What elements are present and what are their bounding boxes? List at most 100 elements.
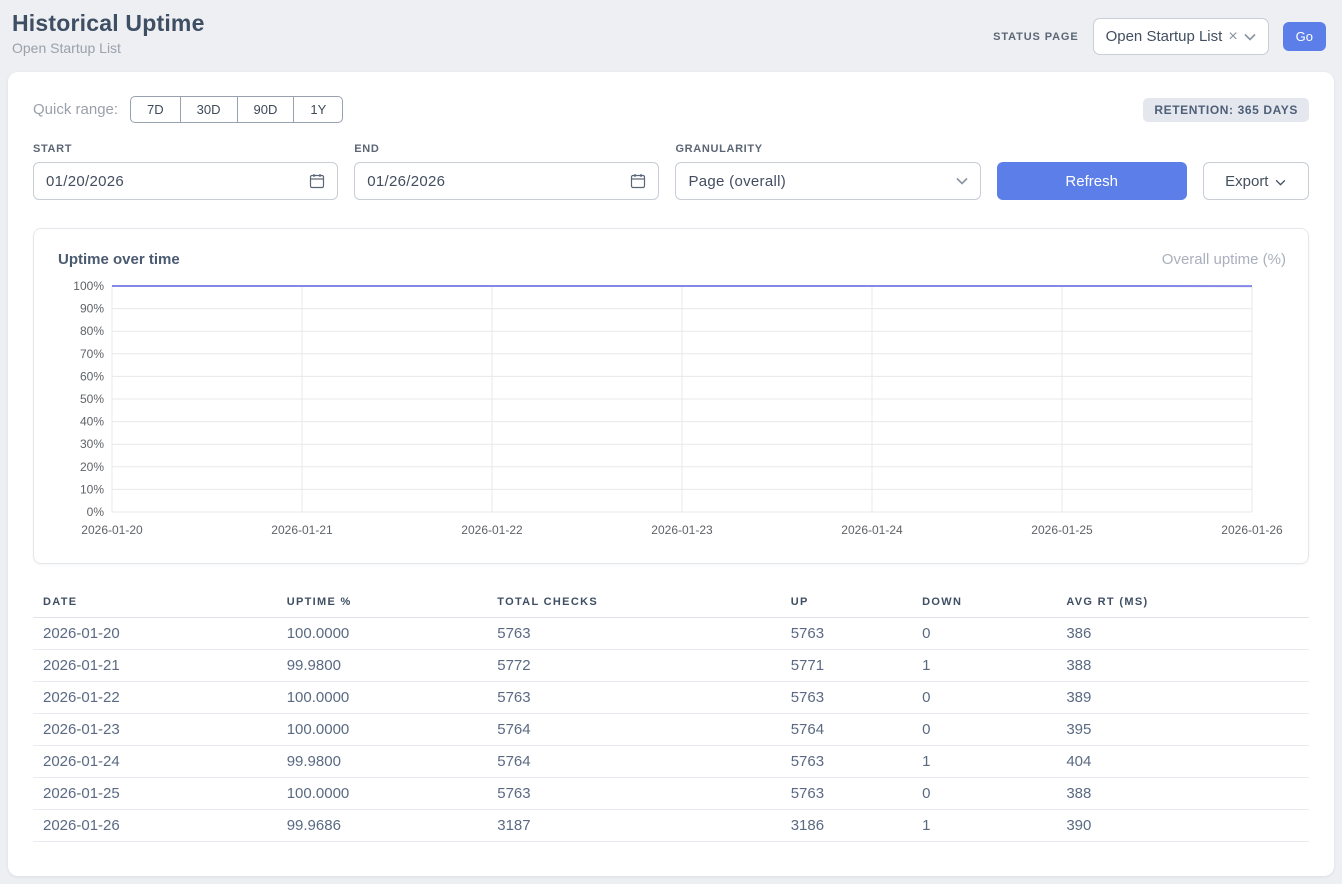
column-header: UPTIME % — [276, 588, 488, 618]
top-bar: Historical Uptime Open Startup List STAT… — [0, 0, 1342, 68]
granularity-selected-value: Page (overall) — [688, 172, 787, 190]
header-row: DATE UPTIME % TOTAL CHECKS UP DOWN AVG RT (MS… — [33, 588, 1309, 618]
chevron-down-icon — [1275, 173, 1286, 190]
title-block: Historical Uptime Open Startup List — [12, 10, 205, 56]
table-cell: 3186 — [780, 809, 913, 842]
status-page-selected-value: Open Startup List — [1105, 28, 1223, 45]
svg-text:2026-01-22: 2026-01-22 — [461, 523, 523, 537]
table-cell: 5763 — [780, 745, 913, 778]
table-cell: 99.9800 — [276, 745, 488, 778]
chevron-down-icon — [956, 177, 968, 185]
uptime-table-body: 2026-01-20 100.0000 5763 5763 0 386 2026-01-21… — [33, 617, 1309, 842]
svg-text:2026-01-21: 2026-01-21 — [271, 523, 333, 537]
table-cell: 5772 — [487, 649, 781, 682]
svg-text:2026-01-23: 2026-01-23 — [651, 523, 713, 537]
table-cell: 5764 — [487, 745, 781, 778]
table-cell: 5763 — [487, 681, 781, 714]
table-cell: 100.0000 — [276, 713, 488, 746]
table-cell: 0 — [912, 681, 1057, 714]
start-label: START — [33, 143, 73, 155]
table-cell: 1 — [912, 809, 1057, 842]
status-page-select[interactable]: Open Startup List × — [1092, 18, 1269, 55]
table-row: 2026-01-25 100.0000 5763 5763 0 388 — [33, 777, 1309, 810]
table-cell: 5763 — [780, 617, 913, 650]
svg-text:50%: 50% — [80, 392, 104, 406]
svg-text:2026-01-24: 2026-01-24 — [841, 523, 903, 537]
table-cell: 2026-01-21 — [33, 649, 277, 682]
calendar-icon[interactable] — [309, 173, 325, 189]
calendar-icon[interactable] — [630, 173, 646, 189]
table-cell: 5763 — [780, 681, 913, 714]
table-cell: 0 — [912, 617, 1057, 650]
end-date-input[interactable]: 01/26/2026 — [354, 162, 660, 200]
svg-text:40%: 40% — [80, 415, 104, 429]
granularity-select[interactable]: Page (overall) — [675, 162, 981, 200]
table-cell: 2026-01-26 — [33, 809, 277, 842]
table-row: 2026-01-26 99.9686 3187 3186 1 390 — [33, 809, 1309, 842]
refresh-button[interactable]: Refresh — [996, 162, 1187, 200]
svg-text:0%: 0% — [87, 505, 105, 519]
table-cell: 5764 — [487, 713, 781, 746]
quick-range-90d-button[interactable]: 90D — [236, 96, 295, 123]
table-cell: 100.0000 — [276, 681, 488, 714]
table-row: 2026-01-21 99.9800 5772 5771 1 388 — [33, 649, 1309, 682]
table-cell: 5763 — [487, 617, 781, 650]
quick-range-30d-button[interactable]: 30D — [179, 96, 238, 123]
table-cell: 0 — [912, 777, 1057, 810]
start-date-value: 01/20/2026 — [46, 172, 125, 190]
table-cell: 404 — [1056, 745, 1309, 778]
table-cell: 5763 — [780, 777, 913, 810]
table-cell: 2026-01-25 — [33, 777, 277, 810]
table-cell: 5763 — [487, 777, 781, 810]
start-date-input[interactable]: 01/20/2026 — [33, 162, 339, 200]
end-label: END — [354, 143, 380, 155]
uptime-table: DATE UPTIME % TOTAL CHECKS UP DOWN AVG RT (MS… — [33, 588, 1309, 842]
uptime-line-chart: 0% 10% 20% 30% 40% 50% 60% 70% 80% 90% 100% 2026-01… — [73, 279, 1283, 537]
svg-text:60%: 60% — [80, 369, 104, 383]
chart-title: Uptime over time — [58, 251, 180, 268]
table-cell: 3187 — [487, 809, 781, 842]
quick-range-label: Quick range: — [33, 101, 119, 118]
table-cell: 2026-01-23 — [33, 713, 277, 746]
quick-range-group: 7D 30D 90D 1Y — [130, 96, 344, 123]
column-header: TOTAL CHECKS — [487, 588, 781, 618]
table-row: 2026-01-20 100.0000 5763 5763 0 386 — [33, 617, 1309, 650]
table-cell: 0 — [912, 713, 1057, 746]
svg-text:70%: 70% — [80, 347, 104, 361]
table-cell: 2026-01-24 — [33, 745, 277, 778]
page-title: Historical Uptime — [12, 10, 205, 36]
filters-row: START 01/20/2026 END 01/26/2026 GRANULAR… — [33, 143, 1309, 200]
chevron-down-icon — [1244, 28, 1256, 45]
clear-selection-icon[interactable]: × — [1228, 27, 1238, 45]
table-cell: 5771 — [780, 649, 913, 682]
export-button[interactable]: Export — [1202, 162, 1309, 200]
svg-text:2026-01-20: 2026-01-20 — [81, 523, 143, 537]
status-page-label: STATUS PAGE — [993, 30, 1079, 43]
end-date-field: END 01/26/2026 — [354, 143, 660, 200]
table-cell: 99.9800 — [276, 649, 488, 682]
svg-text:10%: 10% — [80, 482, 104, 496]
column-header: DOWN — [912, 588, 1057, 618]
table-cell: 390 — [1056, 809, 1309, 842]
go-button[interactable]: Go — [1282, 22, 1326, 51]
retention-badge: RETENTION: 365 DAYS — [1143, 97, 1309, 122]
table-cell: 1 — [912, 649, 1057, 682]
table-cell: 395 — [1056, 713, 1309, 746]
quick-range-7d-button[interactable]: 7D — [130, 96, 181, 123]
export-button-label: Export — [1225, 172, 1269, 190]
quick-range-1y-button[interactable]: 1Y — [293, 96, 344, 123]
table-cell: 2026-01-22 — [33, 681, 277, 714]
table-row: 2026-01-23 100.0000 5764 5764 0 395 — [33, 713, 1309, 746]
svg-text:20%: 20% — [80, 460, 104, 474]
svg-text:100%: 100% — [73, 279, 104, 293]
column-header: DATE — [33, 588, 277, 618]
svg-text:30%: 30% — [80, 437, 104, 451]
table-cell: 388 — [1056, 777, 1309, 810]
table-cell: 388 — [1056, 649, 1309, 682]
table-cell: 2026-01-20 — [33, 617, 277, 650]
table-row: 2026-01-22 100.0000 5763 5763 0 389 — [33, 681, 1309, 714]
quick-range-row: Quick range: 7D 30D 90D 1Y RETENTION: 36… — [33, 96, 1309, 123]
table-cell: 99.9686 — [276, 809, 488, 842]
status-page-controls: STATUS PAGE Open Startup List × Go — [993, 18, 1326, 55]
svg-text:80%: 80% — [80, 324, 104, 338]
